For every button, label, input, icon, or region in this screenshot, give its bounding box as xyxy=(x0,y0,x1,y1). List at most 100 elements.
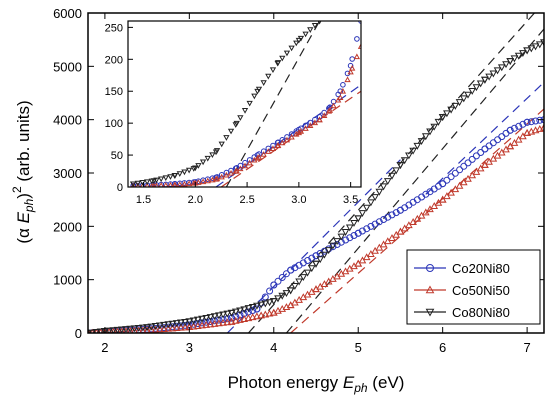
main-marker-co20ni80 xyxy=(282,270,290,278)
inset-marker-co20ni80 xyxy=(218,172,225,178)
main-marker-co80ni80 xyxy=(341,229,350,236)
inset-marker-co50ni50 xyxy=(251,156,258,163)
main-marker-co80ni80 xyxy=(468,87,477,95)
main-data-series xyxy=(88,39,544,333)
main-marker-co50ni50 xyxy=(506,142,515,150)
inset-marker-co50ni50 xyxy=(288,133,295,140)
main-marker-co80ni80 xyxy=(367,199,375,207)
inset-marker-co50ni50 xyxy=(255,153,263,160)
main-marker-co80ni80 xyxy=(426,128,434,136)
inset-marker-co80ni80 xyxy=(251,93,258,100)
inset-point-co50ni50 xyxy=(347,68,354,75)
main-marker-co50ni50 xyxy=(540,123,544,131)
inset-marker-co80ni80 xyxy=(265,73,272,80)
main-marker-co20ni80 xyxy=(270,281,278,289)
main-marker-co80ni80 xyxy=(189,317,198,325)
inset-marker-co50ni50 xyxy=(265,148,272,154)
main-marker-co80ni80 xyxy=(181,318,189,326)
inset-marker-co50ni50 xyxy=(321,112,328,118)
inset-marker-co80ni80 xyxy=(288,45,295,52)
main-marker-co80ni80 xyxy=(113,326,122,333)
main-marker-co50ni50 xyxy=(210,319,219,327)
main-series-co50ni50 xyxy=(88,123,544,333)
x-tick-label: 4 xyxy=(270,340,277,355)
main-marker-co50ni50 xyxy=(193,322,202,329)
main-marker-co20ni80 xyxy=(510,124,518,132)
main-marker-co80ni80 xyxy=(358,210,367,218)
main-marker-co80ni80 xyxy=(485,73,493,81)
main-marker-co80ni80 xyxy=(155,322,164,330)
main-marker-co50ni50 xyxy=(514,135,523,143)
main-marker-co80ni80 xyxy=(130,325,139,333)
main-marker-co80ni80 xyxy=(147,323,156,331)
inset-marker-co50ni50 xyxy=(283,136,291,143)
main-marker-co20ni80 xyxy=(447,173,455,181)
main-marker-co80ni80 xyxy=(248,303,257,311)
main-marker-co80ni80 xyxy=(261,300,270,308)
y-tick-label: 4000 xyxy=(53,113,82,128)
main-marker-co50ni50 xyxy=(126,327,134,333)
main-marker-co50ni50 xyxy=(219,318,227,326)
main-marker-co80ni80 xyxy=(202,314,211,322)
inset-marker-co20ni80 xyxy=(237,162,244,169)
inset-marker-co50ni50 xyxy=(349,64,356,71)
main-marker-co20ni80 xyxy=(519,120,527,128)
inset-point-co80ni80 xyxy=(192,165,199,172)
inset-y-tick-label: 250 xyxy=(105,22,123,34)
main-marker-co20ni80 xyxy=(388,211,396,219)
main-marker-co80ni80 xyxy=(489,70,498,78)
main-marker-co20ni80 xyxy=(532,117,540,125)
inset-marker-co20ni80 xyxy=(335,91,342,98)
inset-marker-co50ni50 xyxy=(260,151,267,157)
inset-marker-co80ni80 xyxy=(144,179,151,185)
inset-marker-co80ni80 xyxy=(255,86,263,93)
main-marker-co20ni80 xyxy=(506,126,514,134)
main-marker-co20ni80 xyxy=(494,136,502,144)
inset-marker-co20ni80 xyxy=(307,119,314,126)
main-marker-co50ni50 xyxy=(236,315,244,323)
main-marker-co20ni80 xyxy=(367,222,375,230)
main-marker-co80ni80 xyxy=(164,321,173,329)
inset-marker-co20ni80 xyxy=(265,145,272,152)
main-marker-co50ni50 xyxy=(135,326,143,333)
inset-marker-co50ni50 xyxy=(232,168,239,174)
inset-marker-co80ni80 xyxy=(195,163,202,169)
inset-marker-co50ni50 xyxy=(279,139,286,146)
main-marker-co50ni50 xyxy=(464,174,472,182)
main-marker-co80ni80 xyxy=(354,215,363,223)
main-marker-co80ni80 xyxy=(134,324,143,332)
main-marker-co80ni80 xyxy=(396,162,405,170)
inset-marker-co80ni80 xyxy=(134,180,141,187)
main-marker-co80ni80 xyxy=(244,305,253,313)
main-marker-co80ni80 xyxy=(92,329,101,333)
main-marker-co80ni80 xyxy=(438,114,447,122)
main-marker-co50ni50 xyxy=(189,322,198,330)
inset-marker-co50ni50 xyxy=(218,173,225,180)
main-marker-co80ni80 xyxy=(329,242,337,250)
inset-frame xyxy=(127,20,362,188)
main-marker-co20ni80 xyxy=(498,133,506,141)
inset-marker-co80ni80 xyxy=(185,167,193,174)
inset-marker-co80ni80 xyxy=(157,176,165,183)
main-marker-co50ni50 xyxy=(215,319,223,327)
main-marker-co80ni80 xyxy=(510,55,519,63)
main-marker-co20ni80 xyxy=(464,159,472,167)
main-marker-co20ni80 xyxy=(194,320,202,328)
inset-point-co80ni80 xyxy=(295,37,303,44)
main-marker-co80ni80 xyxy=(337,233,346,241)
main-marker-co80ni80 xyxy=(274,295,282,303)
inset-marker-co80ni80 xyxy=(246,100,253,107)
main-marker-co50ni50 xyxy=(198,321,206,329)
legend: Co20Ni80 Co50Ni50 Co80Ni80 xyxy=(406,249,541,325)
main-marker-co80ni80 xyxy=(472,84,481,92)
inset-marker-co80ni80 xyxy=(307,27,314,33)
inset-marker-co20ni80 xyxy=(279,137,286,143)
inset-marker-co50ni50 xyxy=(149,182,155,187)
inset-marker-co80ni80 xyxy=(148,178,155,185)
main-marker-co80ni80 xyxy=(122,326,130,333)
main-marker-co50ni50 xyxy=(443,192,451,200)
main-marker-co80ni80 xyxy=(126,325,135,333)
main-marker-co50ni50 xyxy=(223,318,232,326)
main-marker-co80ni80 xyxy=(172,320,181,328)
main-marker-co50ni50 xyxy=(155,325,164,333)
